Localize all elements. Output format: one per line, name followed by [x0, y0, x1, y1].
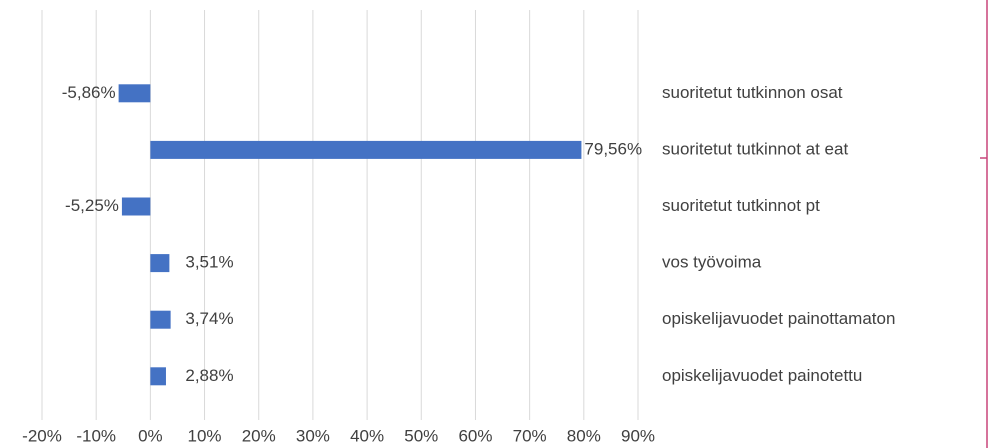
- category-label: suoritetut tutkinnot pt: [662, 196, 820, 215]
- value-label: 79,56%: [584, 139, 642, 158]
- value-label: 3,74%: [185, 309, 233, 328]
- bar: [121, 197, 151, 216]
- x-tick-label: 90%: [621, 426, 655, 445]
- category-label: vos työvoima: [662, 253, 762, 272]
- x-tick-label: 10%: [188, 426, 222, 445]
- value-label: -5,86%: [62, 83, 116, 102]
- x-tick-label: 60%: [458, 426, 492, 445]
- x-tick-label: -10%: [76, 426, 116, 445]
- bar: [150, 367, 166, 386]
- x-tick-label: 30%: [296, 426, 330, 445]
- x-tick-label: 50%: [404, 426, 438, 445]
- value-label: -5,25%: [65, 196, 119, 215]
- category-label: suoritetut tutkinnon osat: [662, 83, 843, 102]
- x-tick-label: 40%: [350, 426, 384, 445]
- x-tick-label: 70%: [513, 426, 547, 445]
- bar: [150, 254, 170, 273]
- x-tick-label: 20%: [242, 426, 276, 445]
- value-label: 2,88%: [185, 366, 233, 385]
- x-tick-label: -20%: [22, 426, 62, 445]
- bar: [118, 84, 151, 103]
- bar: [150, 140, 582, 159]
- bar: [150, 310, 171, 329]
- category-label: opiskelijavuodet painottamaton: [662, 309, 895, 328]
- x-tick-label: 80%: [567, 426, 601, 445]
- category-label: opiskelijavuodet painotettu: [662, 366, 862, 385]
- x-tick-label: 0%: [138, 426, 163, 445]
- value-label: 3,51%: [185, 253, 233, 272]
- category-label: suoritetut tutkinnot at eat: [662, 139, 848, 158]
